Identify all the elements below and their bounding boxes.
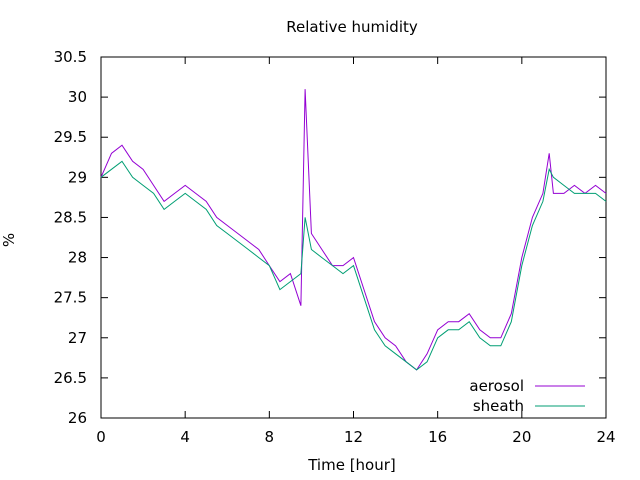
y-tick-label: 26	[68, 409, 87, 427]
y-tick-label: 27.5	[54, 289, 87, 307]
x-tick-label: 24	[596, 428, 615, 446]
series-line-aerosol	[100, 89, 607, 371]
y-tick-label: 30.5	[54, 48, 87, 66]
y-tick-label: 30	[68, 88, 87, 106]
x-axis-ticks: 0 4 8 12 16 20 24	[96, 57, 616, 446]
x-tick-label: 4	[180, 428, 190, 446]
x-tick-label: 12	[344, 428, 363, 446]
plot-frame	[100, 56, 607, 419]
y-axis-label: %	[0, 233, 18, 247]
y-tick-label: 27	[68, 329, 87, 347]
legend-label-sheath: sheath	[473, 397, 524, 415]
x-tick-label: 16	[428, 428, 447, 446]
x-axis-label: Time [hour]	[307, 456, 396, 474]
y-tick-label: 29	[68, 168, 87, 186]
y-tick-label: 29.5	[54, 128, 87, 146]
y-axis-ticks: 26 26.5 27 27.5 28 28.5 29 29.5 30 30.5	[54, 48, 606, 427]
legend: aerosol sheath	[469, 377, 585, 415]
x-tick-label: 20	[512, 428, 531, 446]
chart-title: Relative humidity	[286, 18, 418, 36]
y-tick-label: 26.5	[54, 369, 87, 387]
series-group	[100, 89, 607, 371]
legend-label-aerosol: aerosol	[469, 377, 524, 395]
y-tick-label: 28	[68, 249, 87, 267]
x-tick-label: 8	[265, 428, 275, 446]
y-tick-label: 28.5	[54, 208, 87, 226]
series-line-sheath	[100, 160, 607, 371]
x-tick-label: 0	[96, 428, 106, 446]
